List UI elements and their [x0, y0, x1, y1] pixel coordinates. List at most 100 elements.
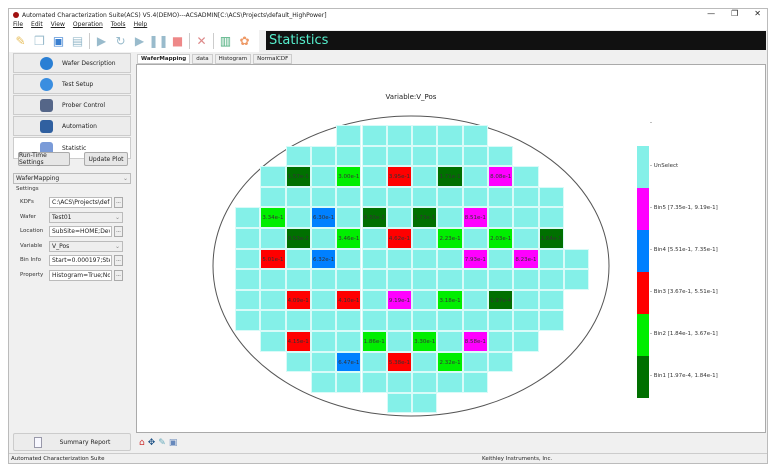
wafer-die[interactable] — [412, 228, 438, 249]
wafer-die[interactable] — [386, 331, 413, 352]
wafer-die[interactable]: 3.95e-1 — [386, 166, 413, 187]
wafer-die[interactable] — [386, 248, 413, 270]
wafer-die[interactable]: 5.38e-1 — [386, 351, 413, 373]
wafer-die[interactable] — [538, 248, 564, 270]
wafer-die[interactable] — [260, 331, 286, 352]
wafer-die[interactable] — [310, 372, 337, 393]
wafer-die[interactable] — [386, 269, 413, 290]
wafer-die[interactable] — [361, 248, 387, 270]
wafer-die[interactable] — [361, 351, 387, 373]
wafer-die[interactable] — [462, 166, 488, 187]
wafer-die[interactable] — [235, 207, 261, 228]
update-plot-button[interactable]: Update Plot — [84, 152, 128, 166]
wafer-die[interactable] — [310, 228, 337, 249]
wafer-die[interactable] — [336, 269, 362, 290]
wafer-die[interactable] — [488, 351, 514, 373]
wafer-die[interactable]: 1.71e-1 — [437, 166, 463, 187]
kdfs-field[interactable]: C:\ACS\Projects\default — [49, 197, 112, 208]
wafer-die[interactable]: 3.46e-1 — [336, 228, 362, 249]
wafer-die[interactable]: 6.32e-1 — [310, 248, 337, 270]
wafer-die[interactable] — [336, 331, 362, 352]
wafer-die[interactable] — [310, 331, 337, 352]
menu-edit[interactable]: Edit — [31, 21, 43, 28]
nav-wafer-description[interactable]: Wafer Description — [13, 53, 131, 73]
wafer-die[interactable] — [361, 228, 387, 249]
save-all-icon[interactable]: ▤ — [71, 34, 84, 48]
wafer-die[interactable]: 7.93e-1 — [462, 248, 488, 270]
wafer-die[interactable] — [563, 269, 590, 290]
wafer-die[interactable] — [462, 372, 488, 393]
run-icon[interactable]: ▶ — [96, 34, 107, 48]
wafer-die[interactable] — [513, 207, 539, 228]
wafer-die[interactable] — [437, 310, 463, 331]
wafer-die[interactable] — [285, 351, 311, 373]
close-button[interactable]: ✕ — [754, 9, 761, 18]
wafer-die[interactable] — [412, 310, 438, 331]
wafer-die[interactable] — [310, 351, 337, 373]
wafer-die[interactable]: 3.34e-1 — [260, 207, 286, 228]
menu-file[interactable]: File — [13, 21, 24, 28]
tab-histogram[interactable]: Histogram — [214, 54, 252, 64]
wafer-die[interactable] — [235, 248, 261, 270]
save-icon[interactable]: ▣ — [168, 437, 178, 448]
wafer-die[interactable] — [412, 289, 438, 311]
wafer-die[interactable] — [386, 392, 413, 414]
wafer-die[interactable]: 4.62e-1 — [386, 228, 413, 249]
report-icon[interactable]: ▥ — [219, 34, 232, 48]
wafer-die[interactable] — [412, 248, 438, 270]
repeat-icon[interactable]: ↻ — [115, 34, 126, 48]
menu-operation[interactable]: Operation — [72, 21, 103, 28]
cancel-icon[interactable]: ✕ — [196, 34, 207, 48]
nav-test-setup[interactable]: Test Setup — [13, 74, 131, 94]
plot-type-select[interactable]: WaferMapping ⌄ — [13, 173, 131, 184]
wafer-die[interactable] — [235, 289, 261, 311]
stop-icon[interactable]: ■ — [171, 34, 184, 48]
open-icon[interactable]: ❒ — [34, 34, 45, 48]
wafer-die[interactable] — [310, 186, 337, 208]
variable-field[interactable]: V_Pos ⌄ — [49, 240, 123, 252]
wafer-die[interactable]: 6.47e-1 — [336, 351, 362, 373]
wafer-die[interactable]: 8.51e-1 — [462, 207, 488, 228]
wafer-die[interactable] — [437, 145, 463, 167]
wafer-die[interactable] — [260, 310, 286, 331]
wafer-die[interactable] — [310, 269, 337, 290]
wafer-die[interactable]: 3.30e-1 — [412, 331, 438, 352]
browse-button[interactable]: ... — [114, 269, 123, 281]
wafer-die[interactable] — [437, 372, 463, 393]
pause-icon[interactable]: ❚❚ — [148, 34, 169, 48]
run-time-settings-button[interactable]: Run-Time Settings — [18, 152, 70, 166]
wafer-die[interactable] — [260, 228, 286, 249]
wafer-die[interactable] — [386, 372, 413, 393]
wafer-die[interactable] — [386, 145, 413, 167]
wafer-die[interactable] — [538, 207, 564, 228]
wafer-die[interactable]: 2.32e-1 — [437, 351, 463, 373]
summary-report-button[interactable]: Summary Report — [13, 433, 131, 451]
browse-button[interactable]: ... — [114, 226, 123, 237]
wafer-die[interactable] — [563, 248, 590, 270]
wafer-die[interactable] — [513, 228, 539, 249]
settings-icon[interactable]: ✿ — [239, 34, 250, 48]
wafer-die[interactable]: 9.19e-1 — [386, 289, 413, 311]
wafer-die[interactable] — [386, 207, 413, 228]
wafer-die[interactable] — [513, 166, 539, 187]
menu-tools[interactable]: Tools — [110, 21, 126, 28]
wafer-die[interactable]: 8.08e-1 — [488, 166, 514, 187]
tab-wafermapping[interactable]: WaferMapping — [137, 54, 191, 64]
maximize-button[interactable]: ❐ — [731, 9, 739, 18]
wafer-die[interactable] — [513, 186, 539, 208]
wafer-die[interactable] — [235, 269, 261, 290]
wafer-die[interactable] — [437, 248, 463, 270]
wafer-die[interactable] — [336, 248, 362, 270]
wafer-die[interactable] — [336, 372, 362, 393]
wafer-die[interactable] — [260, 186, 286, 208]
wafer-die[interactable] — [260, 289, 286, 311]
wafer-die[interactable] — [336, 186, 362, 208]
pan-icon[interactable]: ✥ — [147, 437, 156, 448]
wafer-die[interactable] — [538, 269, 564, 290]
wafer-die[interactable] — [412, 351, 438, 373]
wafer-die[interactable] — [361, 372, 387, 393]
wafer-die[interactable] — [285, 310, 311, 331]
wafer-die[interactable] — [437, 269, 463, 290]
wafer-die[interactable] — [412, 372, 438, 393]
wafer-die[interactable] — [361, 125, 387, 146]
